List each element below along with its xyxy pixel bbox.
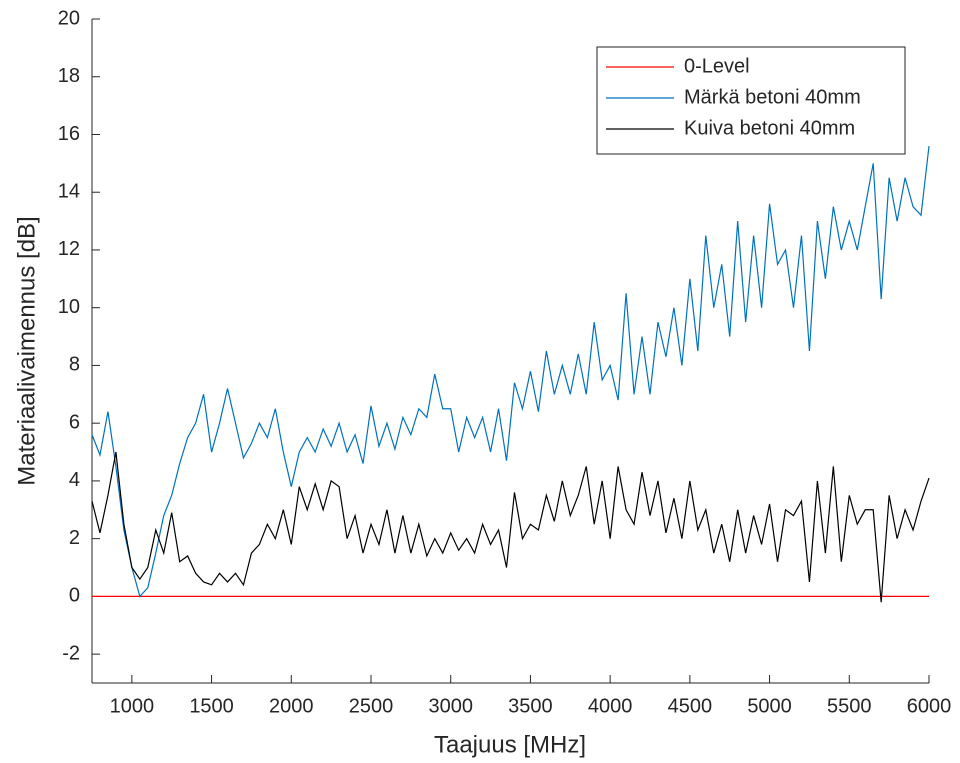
- y-tick-label: 0: [69, 585, 80, 607]
- series-line: [91, 145, 930, 598]
- y-tick-label: 16: [58, 123, 80, 145]
- x-tick-label: 3000: [428, 695, 473, 717]
- y-tick-label: -2: [62, 642, 80, 664]
- x-tick-label: 6000: [907, 695, 952, 717]
- x-tick-label: 2500: [349, 695, 394, 717]
- x-tick-label: 5500: [827, 695, 872, 717]
- x-tick-label: 4500: [668, 695, 713, 717]
- y-tick-label: 18: [58, 65, 80, 87]
- y-tick-label: 8: [69, 354, 80, 376]
- y-tick-label: 4: [69, 469, 80, 491]
- x-tick-label: 4000: [588, 695, 633, 717]
- legend-label: 0-Level: [684, 55, 750, 77]
- x-tick-label: 3500: [508, 695, 553, 717]
- x-tick-label: 1500: [189, 695, 234, 717]
- x-tick-label: 5000: [747, 695, 792, 717]
- x-axis-label: Taajuus [MHz]: [434, 731, 586, 758]
- y-axis-label: Materiaalivaimennus [dB]: [13, 216, 40, 485]
- series-line: [91, 451, 930, 603]
- y-tick-label: 2: [69, 527, 80, 549]
- y-tick-label: 20: [58, 7, 80, 29]
- x-tick-label: 2000: [269, 695, 314, 717]
- x-tick-label: 1000: [110, 695, 155, 717]
- legend-box: [596, 46, 906, 155]
- y-tick-label: 12: [58, 238, 80, 260]
- y-tick-label: 10: [58, 296, 80, 318]
- legend-label: Märkä betoni 40mm: [684, 86, 861, 108]
- legend-label: Kuiva betoni 40mm: [684, 117, 855, 139]
- y-tick-label: 6: [69, 411, 80, 433]
- y-tick-label: 14: [58, 180, 80, 202]
